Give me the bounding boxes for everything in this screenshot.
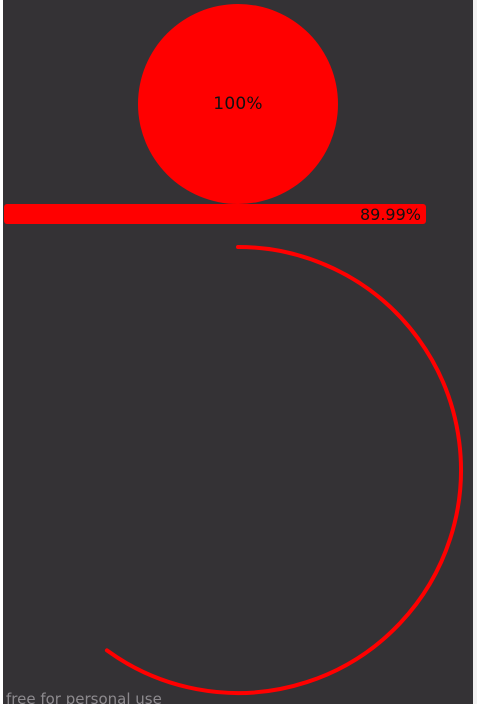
arc-progress-indicator bbox=[104, 245, 463, 695]
circle-progress-label: 100% bbox=[213, 94, 263, 114]
horizontal-progress-bar: 89.99% bbox=[4, 204, 426, 224]
app-canvas: 100% 89.99% free for personal use bbox=[3, 0, 473, 704]
window-edge bbox=[473, 0, 477, 704]
circle-progress-indicator: 100% bbox=[138, 4, 338, 204]
watermark-text: free for personal use bbox=[6, 690, 162, 704]
arc-progress-stroke bbox=[104, 245, 463, 695]
bar-progress-label: 89.99% bbox=[359, 204, 421, 224]
